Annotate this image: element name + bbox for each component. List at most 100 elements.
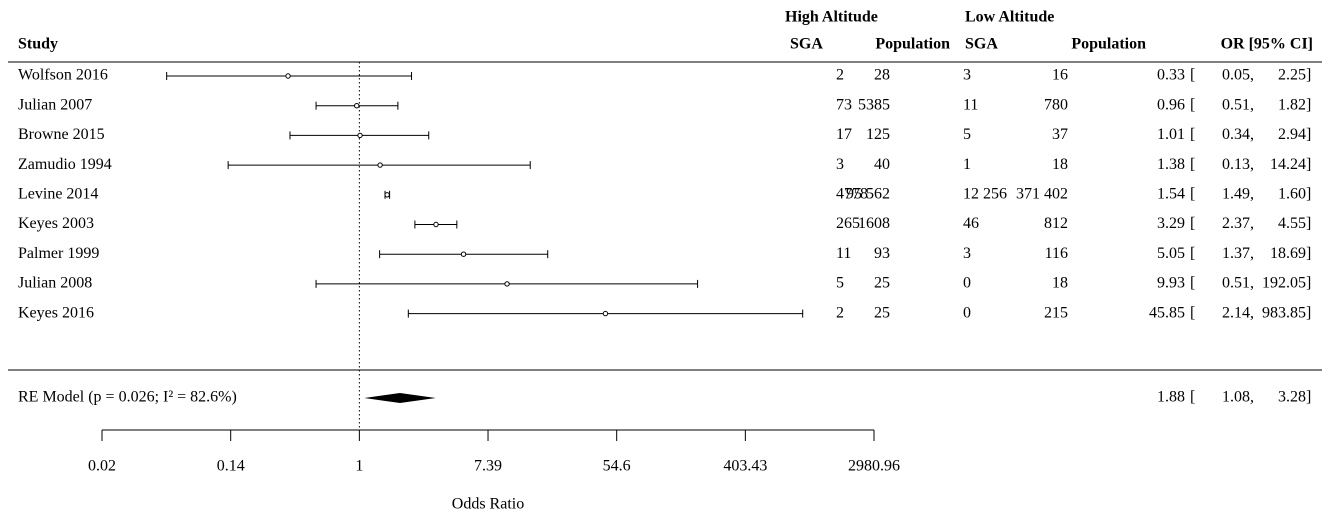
x-tick-label: 7.39 [474,458,502,475]
bracket: [ [1190,215,1195,232]
or-estimate: 1.88 [1157,389,1185,406]
bracket: [ [1190,245,1195,262]
high-sga: 2 [836,67,844,84]
or-estimate: 1.54 [1157,185,1185,202]
high-sga: 265 [836,215,860,232]
bracket: ] [1306,67,1311,84]
point-estimate [357,132,363,139]
ci-lower: 0.51 [1222,275,1250,292]
comma: , [1250,245,1254,262]
point-estimate [354,103,360,109]
bracket: ] [1306,245,1311,262]
bracket: ] [1306,215,1311,232]
study-name: Keyes 2003 [18,215,94,232]
study-name: Wolfson 2016 [18,67,108,84]
column-header: SGA [965,36,998,53]
low-population: 18 [1052,275,1068,292]
low-population: 812 [1044,215,1068,232]
point-estimate [433,221,439,228]
ci-lower: 0.34 [1222,126,1250,143]
point-estimate [504,281,510,287]
or-estimate: 0.96 [1157,96,1185,113]
bracket: [ [1190,275,1195,292]
high-population: 25 [874,304,890,321]
x-tick-label: 1 [355,458,363,475]
low-sga: 12 256 [963,185,1007,202]
low-sga: 11 [963,96,978,113]
low-sga: 0 [963,275,971,292]
x-axis-label: Odds Ratio [452,496,524,513]
column-header: Population [875,36,950,53]
ci-lower: 1.49 [1222,185,1250,202]
low-sga: 0 [963,304,971,321]
high-population: 28 [874,67,890,84]
ci-lower: 1.37 [1222,245,1250,262]
column-header: OR [95% CI] [1221,36,1313,53]
study-name: Browne 2015 [18,126,105,143]
low-population: 18 [1052,156,1068,173]
ci-lower: 2.14 [1222,304,1250,321]
point-estimate [602,310,609,317]
bracket: ] [1306,156,1311,173]
high-sga: 2 [836,304,844,321]
low-population: 371 402 [1016,185,1068,202]
summary-label: RE Model (p = 0.026; I² = 82.6%) [18,389,237,406]
comma: , [1250,156,1254,173]
ci-lower: 0.13 [1222,156,1250,173]
high-population: 125 [866,126,890,143]
low-population: 37 [1052,126,1068,143]
ci-upper: 1.82 [1278,96,1306,113]
point-estimate [384,192,390,198]
ci-upper: 192.05 [1262,275,1306,292]
low-population: 16 [1052,67,1068,84]
ci-upper: 2.94 [1278,126,1306,143]
comma: , [1250,304,1254,321]
bracket: ] [1306,96,1311,113]
or-estimate: 1.38 [1157,156,1185,173]
bracket: [ [1190,185,1195,202]
high-sga: 11 [836,245,851,262]
ci-upper: 3.28 [1278,389,1306,406]
comma: , [1250,67,1254,84]
bracket: [ [1190,96,1195,113]
high-population: 25 [874,275,890,292]
x-tick-label: 403.43 [723,458,767,475]
high-sga: 4778 [836,185,868,202]
low-sga: 5 [963,126,971,143]
comma: , [1250,215,1254,232]
x-tick-label: 0.02 [88,458,116,475]
or-estimate: 0.33 [1157,67,1185,84]
ci-upper: 14.24 [1270,156,1306,173]
ci-lower: 2.37 [1222,215,1250,232]
high-sga: 17 [836,126,852,143]
group-header: Low Altitude [965,9,1054,26]
bracket: ] [1306,389,1311,406]
high-population: 93 [874,245,890,262]
bracket: [ [1190,126,1195,143]
study-name: Levine 2014 [18,185,98,202]
column-header: Population [1071,36,1146,53]
ci-upper: 983.85 [1262,304,1306,321]
study-name: Zamudio 1994 [18,156,112,173]
study-name: Julian 2008 [18,275,92,292]
comma: , [1250,389,1254,406]
or-estimate: 1.01 [1157,126,1185,143]
comma: , [1250,185,1254,202]
ci-lower: 1.08 [1222,389,1250,406]
bracket: [ [1190,67,1195,84]
bracket: ] [1306,275,1311,292]
study-name: Keyes 2016 [18,304,94,321]
low-population: 215 [1044,304,1068,321]
comma: , [1250,96,1254,113]
or-estimate: 9.93 [1157,275,1185,292]
ci-upper: 4.55 [1278,215,1306,232]
group-header: High Altitude [785,9,878,26]
bracket: ] [1306,126,1311,143]
high-population: 1608 [858,215,890,232]
high-population: 95 562 [846,185,890,202]
or-estimate: 45.85 [1149,304,1185,321]
bracket: [ [1190,304,1195,321]
comma: , [1250,275,1254,292]
bracket: ] [1306,185,1311,202]
ci-upper: 2.25 [1278,67,1306,84]
